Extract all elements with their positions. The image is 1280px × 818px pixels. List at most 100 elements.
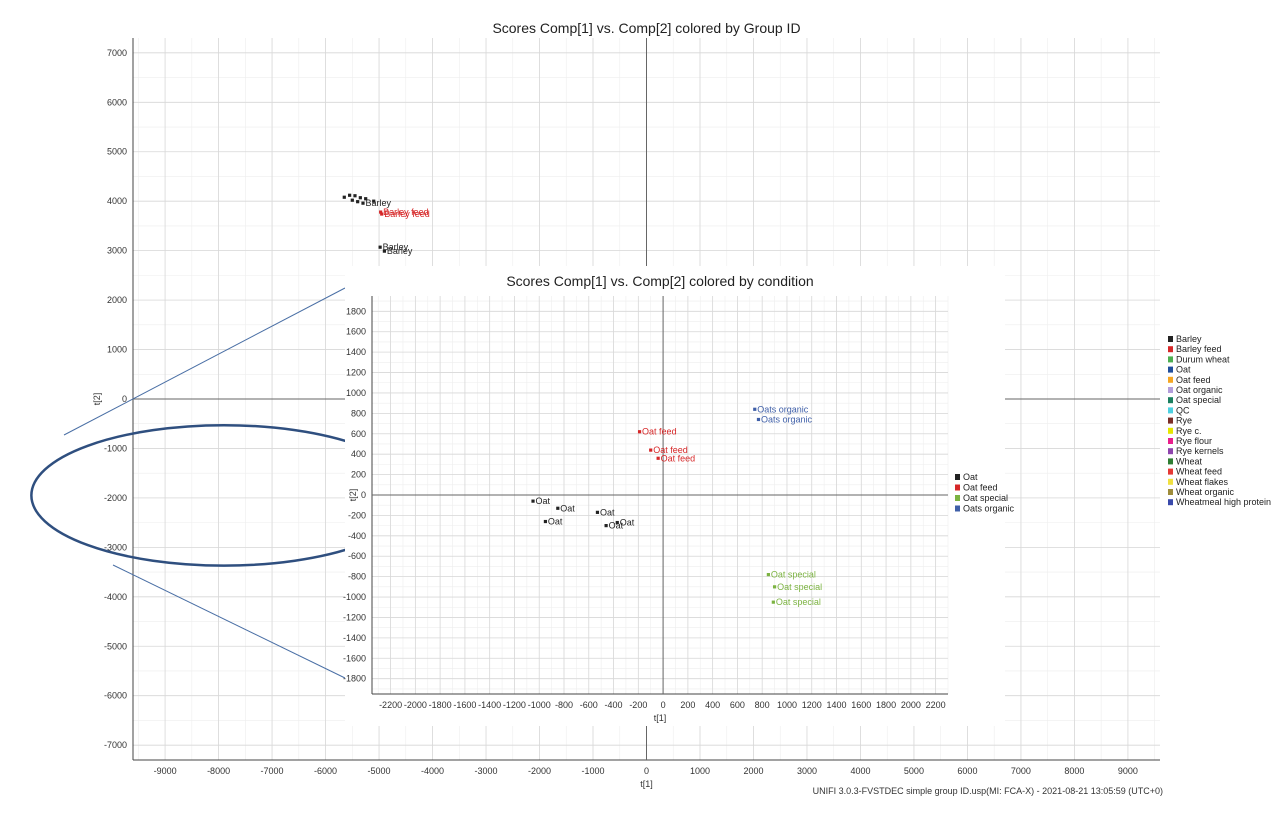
x-tick-label: -1000 [528,700,551,710]
point-label: Oat special [771,570,816,580]
y-tick-label: 4000 [107,196,127,206]
data-point [766,573,770,577]
x-tick-label: -1400 [478,700,501,710]
y-tick-label: -400 [348,531,366,541]
legend-label: Barley feed [1176,344,1222,354]
legend-label: Oat [1176,365,1191,375]
legend-swatch [1168,478,1173,485]
legend-label: Wheat [1176,456,1203,466]
legend-label: Wheatmeal high protein [1176,497,1271,507]
data-point [379,210,383,214]
legend-swatch [1168,489,1173,495]
y-tick-label: 200 [351,470,366,480]
x-tick-label: -2000 [528,766,551,776]
x-tick-label: -7000 [261,766,284,776]
y-tick-label: -7000 [104,740,127,750]
data-point [356,200,360,204]
legend-swatch [1168,366,1173,373]
legend-swatch [1168,468,1173,475]
x-tick-label: -1800 [429,700,452,710]
y-tick-label: 600 [351,429,366,439]
zoom-line-top [63,287,346,436]
point-label: Oats organic [757,404,809,414]
x-tick-label: 1000 [777,700,797,710]
x-tick-label: -6000 [314,766,337,776]
legend-swatch [955,474,960,480]
x-tick-label: 1800 [876,700,896,710]
zoom-connector-lines [63,287,346,679]
data-point [350,198,354,202]
x-tick-label: 2000 [901,700,921,710]
point-label: Oats organic [761,414,813,424]
x-tick-label: 1400 [827,700,847,710]
inset-scores-chart: -2200 -2000 -1800 -1600 -1400 -1200 -1000 -800-… [343,266,1015,726]
point-label: Barley feed [383,207,429,217]
y-tick-label: -1400 [343,633,366,643]
y-tick-label: -200 [348,510,366,520]
point-label: Oat special [776,597,821,607]
y-tick-label: -1000 [104,443,127,453]
chart-title: Scores Comp[1] vs. Comp[2] colored by Gr… [492,20,800,36]
legend-label: Rye c. [1176,426,1202,436]
y-tick-label: 1000 [346,388,366,398]
x-tick-label: 7000 [1011,766,1031,776]
data-point [380,212,384,216]
y-tick-label: -3000 [104,542,127,552]
legend-label: Wheat flakes [1176,477,1229,487]
x-tick-label: -1600 [453,700,476,710]
y-tick-label: -4000 [104,592,127,602]
y-tick-label: 800 [351,408,366,418]
x-tick-label: -4000 [421,766,444,776]
legend-swatch [1168,417,1173,424]
x-tick-label: -5000 [368,766,391,776]
data-point [378,245,382,249]
data-point [358,196,362,200]
data-point [342,195,346,199]
x-tick-label: 800 [755,700,770,710]
data-point [348,193,352,197]
x-tick-label: 9000 [1118,766,1138,776]
x-tick-label: 600 [730,700,745,710]
y-tick-label: 6000 [107,97,127,107]
data-point [649,448,653,452]
y-tick-label: -600 [348,551,366,561]
zoom-line-bottom [112,564,346,679]
legend-label: Wheat organic [1176,487,1235,497]
y-tick-label: 3000 [107,246,127,256]
chart-title: Scores Comp[1] vs. Comp[2] colored by co… [506,273,813,289]
x-tick-label: 1200 [802,700,822,710]
data-point [531,499,535,503]
data-point [372,199,376,203]
legend-label: Barley [1176,334,1202,344]
y-tick-label: 5000 [107,147,127,157]
data-point [361,201,365,205]
x-tick-label: 0 [644,766,649,776]
x-tick-label: 2000 [743,766,763,776]
x-tick-label: -2200 [379,700,402,710]
y-tick-label: 1400 [346,347,366,357]
y-tick-label: 1600 [346,327,366,337]
legend-label: QC [1176,405,1190,415]
x-tick-label: -2000 [404,700,427,710]
legend-swatch [1168,458,1173,465]
y-tick-label: 1800 [346,306,366,316]
x-tick-label: 3000 [797,766,817,776]
y-axis-label: t[2] [92,393,102,406]
legend-swatch [1168,397,1173,404]
point-label: Oat feed [653,445,688,455]
x-tick-label: 6000 [957,766,977,776]
point-label: Oat [536,496,551,506]
legend-label: Oat feed [963,483,998,493]
data-point [753,407,757,411]
data-point [772,585,777,589]
legend-swatch [1168,499,1173,506]
x-tick-label: -800 [555,700,573,710]
y-tick-label: -1800 [343,674,366,684]
legend-label: Oat [963,472,978,482]
x-tick-label: 5000 [904,766,924,776]
x-axis-label: t[1] [640,779,653,789]
point-label: Oat [548,517,563,527]
legend-label: Oat feed [1176,375,1211,385]
legend-swatch [1168,387,1173,393]
x-tick-label: 1000 [690,766,710,776]
